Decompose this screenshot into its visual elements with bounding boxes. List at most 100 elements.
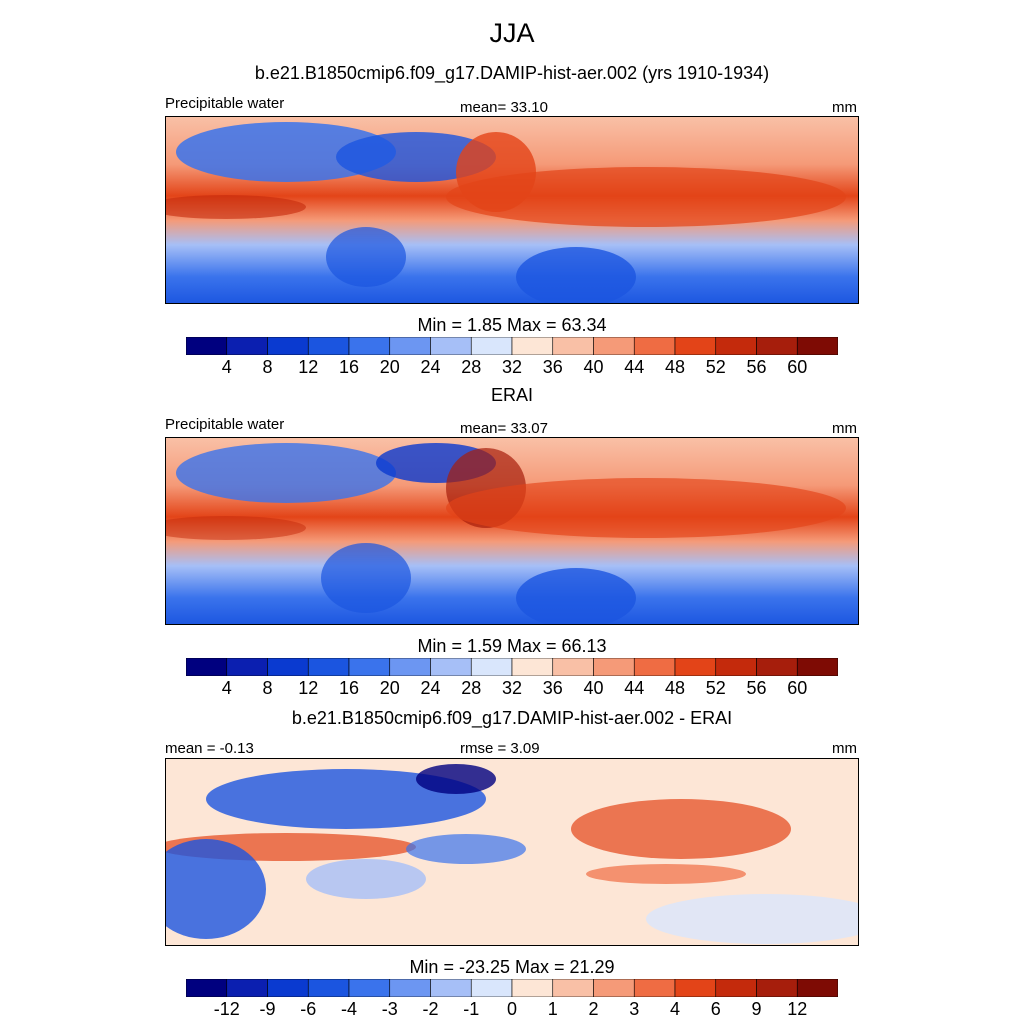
colorbar-swatch: [186, 658, 228, 676]
colorbar-swatch: [389, 337, 431, 355]
colorbar-swatch: [674, 979, 717, 997]
panel3-units-label: mm: [832, 740, 857, 757]
colorbar-swatch: [186, 337, 228, 355]
colorbar-swatch: [715, 658, 757, 676]
colorbar-tick-label: 4: [221, 357, 232, 377]
colorbar-tick-label: 52: [705, 357, 726, 377]
colorbar-swatch: [307, 979, 350, 997]
colorbar-tick-label: 32: [501, 357, 523, 377]
colorbar-swatch: [796, 337, 838, 355]
colorbar-tick-label: -4: [340, 999, 358, 1019]
colorbar-swatch: [756, 337, 798, 355]
colorbar-tick-label: 24: [420, 678, 441, 698]
colorbar-tick-label: 28: [461, 678, 482, 698]
colorbar-tick-label: 24: [420, 357, 441, 377]
colorbar-swatch: [226, 337, 268, 355]
colorbar-tick-label: 16: [338, 678, 360, 698]
colorbar-swatch: [470, 337, 513, 355]
colorbar-swatch: [186, 979, 228, 997]
colorbar-tick-label: 48: [664, 357, 686, 377]
colorbar-swatch: [715, 979, 757, 997]
colorbar-tick-label: -12: [213, 999, 240, 1019]
colorbar-swatch: [593, 337, 635, 355]
colorbar-tick-label: -9: [259, 999, 276, 1019]
figure-title: JJA: [489, 18, 535, 48]
colorbar-swatch: [307, 658, 350, 676]
colorbar-tick-label: 20: [379, 678, 400, 698]
colorbar-tick-label: -3: [381, 999, 398, 1019]
panel1-colorbar: [186, 337, 838, 355]
colorbar-swatch: [715, 337, 757, 355]
colorbar-tick-label: 28: [461, 357, 482, 377]
colorbar-tick-label: 9: [751, 999, 762, 1019]
colorbar-swatch: [226, 658, 268, 676]
colorbar-tick-label: 12: [298, 357, 319, 377]
panel1-units-label: mm: [832, 99, 857, 116]
colorbar-tick-label: 12: [298, 678, 319, 698]
panel1-colorbar-ticks: 4 8 12 16 20 24 28 32 36 40 44 48 52 56 60: [186, 357, 838, 379]
colorbar-swatch: [389, 979, 431, 997]
colorbar-tick-label: 52: [705, 678, 726, 698]
colorbar-tick-label: 1: [547, 999, 558, 1019]
colorbar-tick-label: 44: [624, 357, 645, 377]
colorbar-tick-label: 8: [262, 678, 273, 698]
colorbar-tick-label: 48: [664, 678, 686, 698]
panel3-minmax: Min = -23.25 Max = 21.29: [409, 957, 615, 977]
colorbar-tick-label: 12: [787, 999, 808, 1019]
colorbar-swatch: [226, 979, 268, 997]
colorbar-swatch: [552, 979, 594, 997]
colorbar-swatch: [470, 658, 513, 676]
colorbar-tick-label: 60: [787, 357, 808, 377]
colorbar-swatch: [674, 658, 717, 676]
colorbar-tick-label: 44: [624, 678, 645, 698]
panel1-variable-label: Precipitable water: [165, 95, 285, 112]
colorbar-tick-label: 4: [669, 999, 681, 1019]
colorbar-tick-label: 2: [588, 999, 599, 1019]
colorbar-tick-label: 56: [746, 357, 767, 377]
colorbar-swatch: [348, 658, 391, 676]
colorbar-tick-label: 8: [262, 357, 273, 377]
colorbar-swatch: [348, 337, 391, 355]
panel2-units-label: mm: [832, 420, 857, 437]
colorbar-swatch: [511, 337, 554, 355]
colorbar-swatch: [796, 658, 838, 676]
panel2-minmax: Min = 1.59 Max = 66.13: [417, 636, 607, 656]
colorbar-tick-label: 16: [338, 357, 360, 377]
colorbar-swatch: [633, 658, 676, 676]
colorbar-tick-label: 40: [583, 678, 604, 698]
colorbar-swatch: [552, 337, 594, 355]
panel1-title: b.e21.B1850cmip6.f09_g17.DAMIP-hist-aer.…: [254, 63, 770, 83]
panel3-rmse-label: rmse = 3.09: [460, 740, 540, 757]
colorbar-tick-label: 0: [506, 999, 518, 1019]
colorbar-tick-label: 3: [629, 999, 640, 1019]
panel3-colorbar: [186, 979, 838, 997]
colorbar-swatch: [307, 337, 350, 355]
colorbar-swatch: [267, 658, 309, 676]
panel3-map: [165, 758, 859, 946]
colorbar-swatch: [796, 979, 838, 997]
colorbar-tick-label: -1: [463, 999, 480, 1019]
colorbar-swatch: [389, 658, 431, 676]
colorbar-swatch: [756, 979, 798, 997]
panel2-map: [165, 437, 859, 625]
panel2-title: ERAI: [490, 385, 533, 405]
colorbar-swatch: [756, 658, 798, 676]
colorbar-swatch: [633, 979, 676, 997]
colorbar-tick-label: 4: [221, 678, 232, 698]
colorbar-swatch: [267, 337, 309, 355]
colorbar-tick-label: 36: [542, 357, 563, 377]
colorbar-swatch: [511, 658, 554, 676]
panel2-colorbar-ticks: 4 8 12 16 20 24 28 32 36 40 44 48 52 56 60: [186, 678, 838, 700]
colorbar-swatch: [470, 979, 513, 997]
panel3-title: b.e21.B1850cmip6.f09_g17.DAMIP-hist-aer.…: [291, 708, 733, 728]
panel2-colorbar: [186, 658, 838, 676]
colorbar-tick-label: 40: [583, 357, 604, 377]
colorbar-tick-label: 6: [710, 999, 721, 1019]
colorbar-tick-label: 36: [542, 678, 563, 698]
colorbar-tick-label: 56: [746, 678, 767, 698]
colorbar-swatch: [430, 337, 472, 355]
colorbar-swatch: [593, 979, 635, 997]
colorbar-tick-label: -2: [422, 999, 439, 1019]
colorbar-swatch: [348, 979, 391, 997]
panel2-mean-label: mean= 33.07: [460, 420, 548, 437]
